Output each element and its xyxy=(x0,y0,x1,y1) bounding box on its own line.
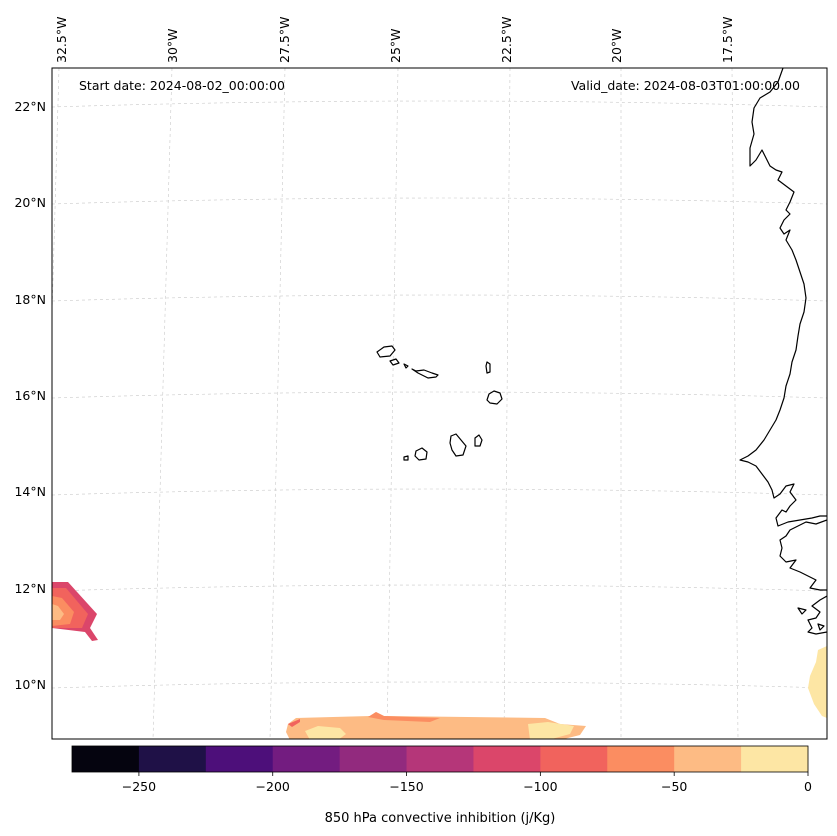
cin-band-south-dark xyxy=(368,712,440,722)
coastline-bissagos xyxy=(797,607,825,631)
lat-tick-label: 22°N xyxy=(14,99,46,114)
island-santo-antao xyxy=(376,345,396,358)
colorbar-border xyxy=(71,745,809,773)
colorbar-tick-label: −250 xyxy=(122,779,156,794)
lat-tick-label: 12°N xyxy=(14,581,46,596)
colorbar-swatch xyxy=(138,746,207,772)
lon-tick-label: 27.5°W xyxy=(277,17,292,63)
cin-patch-west-core xyxy=(52,604,64,620)
colorbar-tick-label: −150 xyxy=(389,779,423,794)
colorbar: −250 −200 −150 −100 −50 0 xyxy=(71,745,812,794)
map-frame xyxy=(51,67,828,740)
coastline-africa xyxy=(739,68,827,527)
lat-tick-labels: 22°N 20°N 18°N 16°N 14°N 12°N 10°N xyxy=(14,99,46,692)
lon-tick-label: 17.5°W xyxy=(720,17,735,63)
colorbar-label: 850 hPa convective inhibition (j/Kg) xyxy=(325,811,556,826)
lat-tick-label: 16°N xyxy=(14,388,46,403)
lat-tick-label: 20°N xyxy=(14,195,46,210)
cin-contours xyxy=(52,582,827,739)
colorbar-swatch xyxy=(272,746,341,772)
gridlines xyxy=(52,68,827,739)
colorbar-swatch xyxy=(406,746,474,772)
colorbar-swatch xyxy=(72,746,140,772)
colorbar-tick-label: 0 xyxy=(804,779,812,794)
colorbar-tick-label: −100 xyxy=(523,779,557,794)
colorbar-tick-label: −50 xyxy=(661,779,687,794)
lat-tick-label: 18°N xyxy=(14,292,46,307)
colorbar-tick-label: −200 xyxy=(256,779,290,794)
island-maio xyxy=(474,434,483,447)
colorbar-swatch xyxy=(540,746,608,772)
lon-tick-label: 30°W xyxy=(165,28,180,63)
lat-tick-label: 14°N xyxy=(14,484,46,499)
lon-tick-label: 25°W xyxy=(388,28,403,63)
coastline-guinea-south xyxy=(807,595,827,635)
colorbar-swatch xyxy=(205,746,274,772)
cin-band-south xyxy=(286,712,586,739)
cape-verde-islands xyxy=(376,345,503,461)
colorbar-swatch xyxy=(607,746,675,772)
lon-tick-labels: 32.5°W 30°W 27.5°W 25°W 22.5°W 20°W 17.5… xyxy=(54,17,735,63)
lon-tick-label: 22.5°W xyxy=(499,17,514,63)
cin-band-south-light2 xyxy=(528,722,574,739)
colorbar-swatch xyxy=(674,746,742,772)
island-sal xyxy=(485,361,491,374)
map-area xyxy=(52,68,827,739)
lon-tick-label: 20°W xyxy=(609,28,624,63)
valid-date-text: Valid_date: 2024-08-03T01:00:00.00 xyxy=(571,78,800,93)
colorbar-swatch xyxy=(473,746,541,772)
lon-tick-label: 32.5°W xyxy=(54,17,69,63)
colorbar-swatch xyxy=(741,746,809,772)
island-sao-nicolau xyxy=(411,368,439,379)
cin-band-south-light1 xyxy=(305,726,346,739)
island-fogo xyxy=(414,447,428,461)
cin-patch-east xyxy=(808,646,827,718)
start-date-text: Start date: 2024-08-02_00:00:00 xyxy=(79,78,285,93)
cin-band-south-line xyxy=(288,719,300,727)
coastline-guinea xyxy=(779,519,827,591)
island-brava xyxy=(403,455,409,461)
island-sao-vicente xyxy=(389,358,400,366)
island-boa-vista xyxy=(486,390,503,405)
island-santa-luzia xyxy=(403,363,409,369)
island-santiago xyxy=(449,433,467,457)
lat-tick-label: 10°N xyxy=(14,677,46,692)
colorbar-swatch xyxy=(339,746,408,772)
